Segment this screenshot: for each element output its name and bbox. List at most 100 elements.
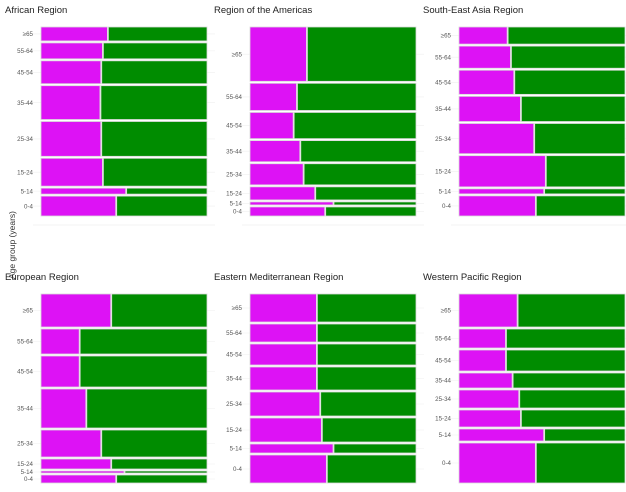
mosaic-tile-second	[124, 470, 208, 474]
mosaic-tile-first	[458, 349, 506, 372]
mosaic-tile-first	[249, 201, 334, 206]
y-tick-label: ≥65	[441, 33, 452, 40]
mosaic-tile-second	[506, 349, 626, 372]
mosaic-tile-first	[249, 186, 316, 201]
mosaic-tile-first	[40, 121, 102, 157]
mosaic-tile-second	[86, 388, 208, 429]
panel-title: Western Pacific Region	[423, 272, 522, 283]
mosaic-tile-first	[249, 82, 297, 111]
mosaic-tile-first	[458, 195, 536, 217]
mosaic-tile-second	[293, 112, 417, 140]
mosaic-tile-first	[40, 157, 103, 187]
y-tick-label: ≥65	[232, 51, 243, 58]
mosaic-tile-second	[108, 26, 208, 42]
mosaic-tile-first	[40, 470, 125, 474]
y-tick-label: 0-4	[442, 203, 452, 210]
y-tick-label: 25-34	[17, 441, 33, 448]
mosaic-tile-second	[514, 69, 626, 95]
mosaic-tile-second	[103, 157, 208, 187]
y-tick-label: 25-34	[226, 171, 242, 178]
y-tick-label: 45-54	[226, 352, 242, 359]
mosaic-tile-second	[535, 442, 626, 484]
y-tick-label: 35-44	[17, 406, 33, 413]
facet-panel: Region of the Americas ≥65 55-64 45-54 35-44…	[214, 5, 424, 226]
y-tick-label: 5-14	[230, 201, 243, 208]
mosaic-tile-second	[320, 391, 417, 417]
mosaic-tile-first	[40, 293, 112, 328]
mosaic-tile-first	[458, 293, 518, 328]
mosaic-tile-second	[101, 60, 208, 85]
y-tick-label: 0-4	[24, 203, 34, 210]
mosaic-tile-second	[507, 26, 626, 45]
mosaic-tile-first	[249, 26, 307, 82]
y-tick-label: 55-64	[17, 339, 33, 346]
y-tick-label: 45-54	[226, 123, 242, 130]
mosaic-tile-first	[249, 323, 317, 343]
mosaic-tile-second	[511, 45, 626, 69]
y-axis-label: Age group (years)	[7, 210, 17, 280]
mosaic-tile-second	[116, 195, 208, 217]
mosaic-tile-second	[316, 343, 417, 366]
mosaic-tile-second	[111, 458, 208, 470]
mosaic-tile-first	[40, 388, 87, 429]
mosaic-tile-second	[506, 328, 626, 349]
mosaic-tile-second	[535, 195, 626, 217]
facet-panel: European Region ≥65 55-64 45-54 35-44 25-34 15…	[5, 272, 215, 492]
facet-panel: Eastern Mediterranean Region ≥65 55-64 45-5…	[214, 272, 424, 492]
mosaic-tile-first	[40, 42, 103, 60]
mosaic-tile-second	[316, 366, 417, 391]
mosaic-tile-first	[249, 293, 317, 323]
y-tick-label: 55-64	[226, 94, 242, 101]
panel-title: Eastern Mediterranean Region	[214, 272, 343, 283]
mosaic-tile-first	[249, 454, 327, 484]
mosaic-tile-second	[517, 293, 626, 328]
panel-title: African Region	[5, 5, 67, 16]
mosaic-tile-first	[40, 187, 127, 195]
y-tick-label: 0-4	[442, 460, 452, 467]
mosaic-tile-second	[79, 328, 208, 355]
mosaic-tile-second	[316, 293, 417, 323]
mosaic-tile-second	[307, 26, 417, 82]
mosaic-tile-second	[544, 428, 626, 442]
mosaic-tile-second	[316, 323, 417, 343]
y-tick-label: 5-14	[230, 446, 243, 453]
y-tick-label: 25-34	[226, 401, 242, 408]
mosaic-tile-second	[111, 293, 208, 328]
facet-panel: African Region ≥65 55-64 45-54 35-44 25-34 15-…	[5, 5, 215, 226]
facet-panel: Western Pacific Region ≥65 55-64 45-54 35-44…	[423, 272, 626, 492]
mosaic-tile-first	[40, 458, 112, 470]
mosaic-tile-first	[249, 443, 334, 454]
mosaic-tile-first	[458, 69, 515, 95]
y-tick-label: 25-34	[17, 136, 33, 143]
mosaic-tile-first	[40, 60, 102, 85]
y-tick-label: 15-24	[17, 461, 33, 468]
y-tick-label: 15-24	[435, 416, 451, 423]
mosaic-tile-second	[545, 155, 626, 188]
mosaic-tile-second	[321, 417, 417, 443]
mosaic-tile-first	[249, 391, 321, 417]
y-tick-label: 55-64	[226, 330, 242, 337]
mosaic-tile-second	[325, 206, 417, 217]
mosaic-tile-first	[458, 328, 506, 349]
mosaic-tile-second	[333, 443, 417, 454]
y-tick-label: 35-44	[435, 378, 451, 385]
mosaic-tile-second	[534, 123, 626, 155]
mosaic-tile-second	[79, 355, 208, 388]
y-tick-label: ≥65	[441, 308, 452, 315]
mosaic-tile-second	[333, 201, 417, 206]
y-tick-label: 35-44	[435, 106, 451, 113]
y-tick-label: ≥65	[23, 31, 34, 38]
mosaic-tile-second	[126, 187, 208, 195]
mosaic-tile-first	[249, 366, 317, 391]
y-tick-label: 0-4	[24, 476, 34, 483]
y-tick-label: 55-64	[435, 336, 451, 343]
mosaic-tile-first	[249, 140, 301, 163]
mosaic-tile-first	[458, 409, 521, 428]
panel-title: European Region	[5, 272, 79, 283]
mosaic-tile-second	[116, 474, 208, 484]
mosaic-tile-first	[458, 45, 511, 69]
mosaic-tile-first	[249, 343, 317, 366]
y-tick-label: 45-54	[435, 79, 451, 86]
